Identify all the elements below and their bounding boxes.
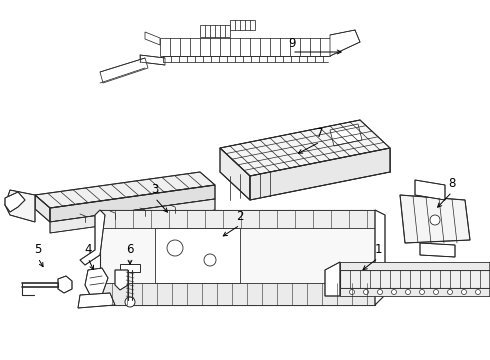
Polygon shape [375,210,385,305]
Text: 6: 6 [126,243,134,256]
Circle shape [419,289,424,294]
Text: 7: 7 [316,127,324,140]
Polygon shape [5,190,35,222]
Polygon shape [250,148,390,200]
Polygon shape [35,195,50,222]
Polygon shape [420,243,455,257]
Polygon shape [325,262,340,296]
Circle shape [204,254,216,266]
Text: 3: 3 [151,183,159,196]
Polygon shape [330,30,360,56]
Bar [100,283,375,305]
Circle shape [430,215,440,225]
Polygon shape [415,180,445,200]
Text: 2: 2 [236,210,244,223]
Circle shape [377,289,383,294]
Polygon shape [58,276,72,293]
Polygon shape [140,55,165,65]
Polygon shape [145,32,160,45]
Polygon shape [78,293,115,308]
Circle shape [447,289,452,294]
Circle shape [475,289,481,294]
Circle shape [434,289,439,294]
Text: 9: 9 [288,37,296,50]
Bar [230,20,255,30]
Circle shape [462,289,466,294]
Polygon shape [100,58,148,83]
Circle shape [406,289,411,294]
Polygon shape [80,210,105,265]
Bar [340,288,490,296]
Polygon shape [85,268,108,295]
Bar [160,38,330,56]
Bar [120,264,140,272]
Text: 5: 5 [34,243,42,256]
Circle shape [167,240,183,256]
Polygon shape [330,124,362,146]
Bar [100,210,375,228]
Polygon shape [5,192,25,212]
Bar [155,228,240,283]
Circle shape [364,289,368,294]
Polygon shape [115,270,128,290]
Circle shape [349,289,354,294]
Circle shape [392,289,396,294]
Text: 4: 4 [84,243,92,256]
Polygon shape [400,195,470,243]
Bar [340,270,490,288]
Text: 8: 8 [448,177,456,190]
Text: 1: 1 [374,243,382,256]
Bar [100,210,375,305]
Polygon shape [50,185,215,222]
Polygon shape [50,199,215,233]
Polygon shape [35,172,215,208]
Circle shape [125,297,135,307]
Bar [200,25,230,37]
Polygon shape [220,148,250,200]
Bar [340,262,490,270]
Polygon shape [220,120,390,176]
